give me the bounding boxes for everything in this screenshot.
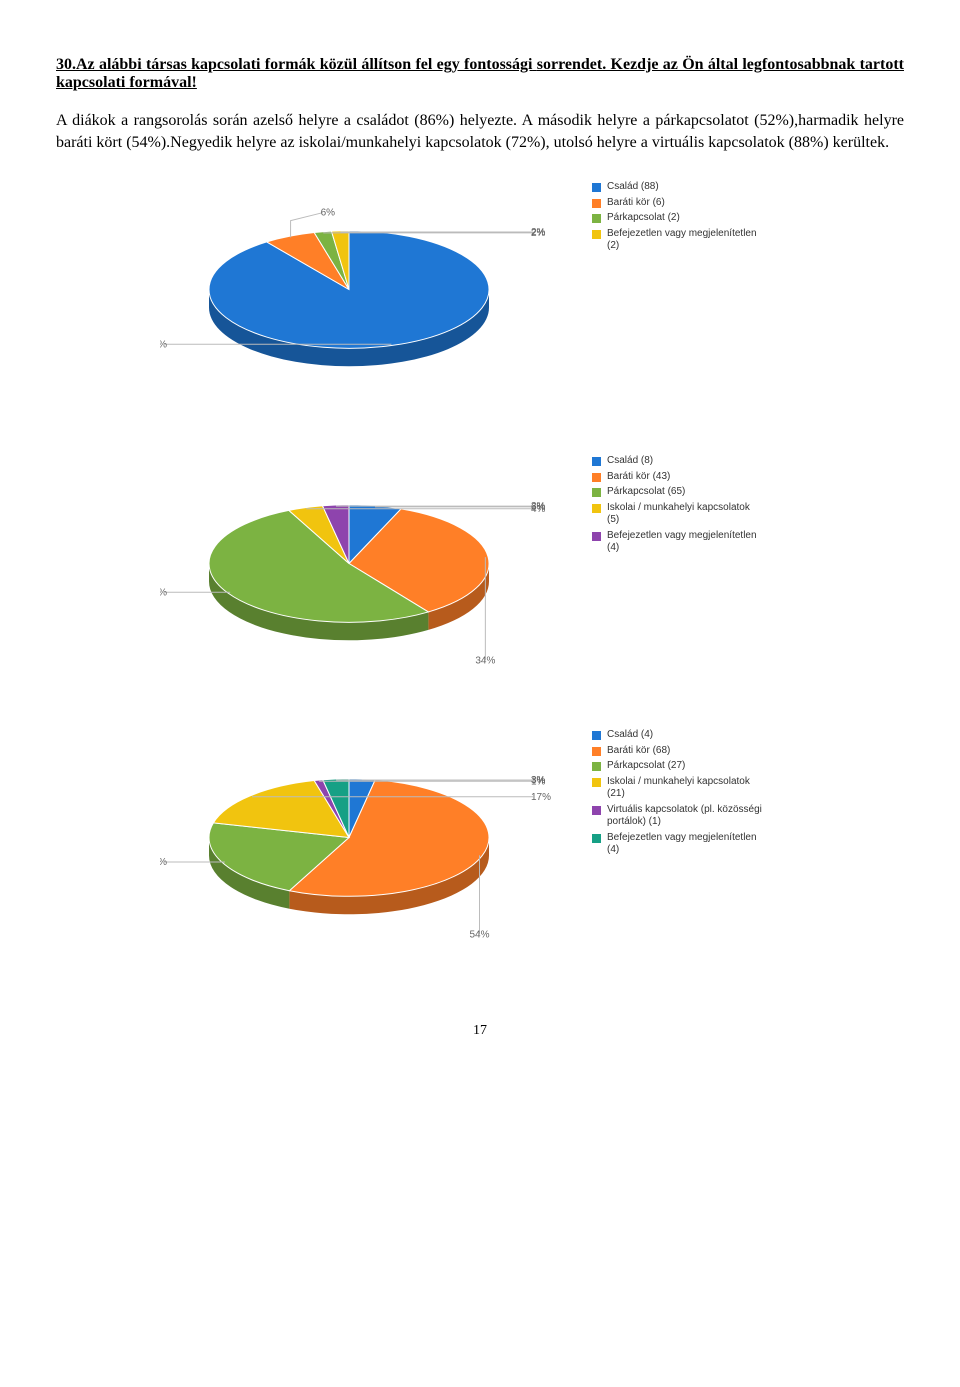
- legend-item: Párkapcsolat (27): [592, 760, 762, 773]
- legend-swatch: [592, 747, 601, 756]
- legend-item: Párkapcsolat (2): [592, 212, 762, 225]
- heading-line3: formával!: [129, 74, 197, 91]
- legend-label: Virtuális kapcsolatok (pl. közösségi por…: [607, 804, 762, 829]
- legend-swatch: [592, 230, 601, 239]
- legend-label: Befejezetlen vagy megjelenítetlen (4): [607, 530, 762, 555]
- page-number: 17: [56, 1023, 904, 1039]
- callout-label: 3%: [531, 775, 546, 786]
- legend-label: Befejezetlen vagy megjelenítetlen (2): [607, 228, 762, 253]
- legend-swatch: [592, 806, 601, 815]
- callout-label: 34%: [475, 655, 495, 666]
- legend-item: Párkapcsolat (65): [592, 486, 762, 499]
- heading-line1: Az alábbi társas kapcsolati formák közül…: [76, 56, 532, 73]
- legend-swatch: [592, 532, 601, 541]
- legend-label: Baráti kör (68): [607, 745, 670, 758]
- question-heading: 30.Az alábbi társas kapcsolati formák kö…: [56, 56, 904, 92]
- legend-label: Család (4): [607, 729, 653, 742]
- legend-swatch: [592, 762, 601, 771]
- legend-swatch: [592, 488, 601, 497]
- callout-label: 54%: [469, 929, 489, 940]
- callout-label: 90%: [160, 339, 167, 350]
- legend-item: Baráti kör (43): [592, 471, 762, 484]
- legend-swatch: [592, 199, 601, 208]
- pie-chart-3: 22%17%1%3%3%54%: [160, 725, 580, 975]
- legend-swatch: [592, 457, 601, 466]
- chart-3: 22%17%1%3%3%54% Család (4)Baráti kör (68…: [160, 725, 800, 975]
- legend-swatch: [592, 183, 601, 192]
- chart-2: 52%4%3%6%34% Család (8)Baráti kör (43)Pá…: [160, 451, 800, 701]
- legend-item: Iskolai / munkahelyi kapcsolatok (5): [592, 502, 762, 527]
- body-paragraph: A diákok a rangsorolás során azelső hely…: [56, 110, 904, 153]
- legend-label: Iskolai / munkahelyi kapcsolatok (21): [607, 776, 762, 801]
- callout-label: 6%: [321, 208, 336, 219]
- callout-label: 52%: [160, 587, 167, 598]
- legend-2: Család (8) Baráti kör (43) Párkapcsolat (6…: [592, 451, 762, 558]
- callout-label: 22%: [160, 857, 167, 868]
- legend-item: Család (8): [592, 455, 762, 468]
- legend-label: Család (8): [607, 455, 653, 468]
- legend-label: Párkapcsolat (2): [607, 212, 680, 225]
- legend-item: Virtuális kapcsolatok (pl. közösségi por…: [592, 804, 762, 829]
- legend-swatch: [592, 731, 601, 740]
- legend-swatch: [592, 778, 601, 787]
- legend-3: Család (4) Baráti kör (68) Párkapcsolat (2…: [592, 725, 762, 860]
- callout-label: 6%: [531, 502, 546, 513]
- legend-swatch: [592, 214, 601, 223]
- legend-label: Párkapcsolat (65): [607, 486, 685, 499]
- legend-label: Iskolai / munkahelyi kapcsolatok (5): [607, 502, 762, 527]
- legend-item: Befejezetlen vagy megjelenítetlen (4): [592, 832, 762, 857]
- legend-item: Család (4): [592, 729, 762, 742]
- pie-chart-1: 90%6%2%2%: [160, 177, 580, 427]
- legend-1: Család (88) Baráti kör (6) Párkapcsolat (2…: [592, 177, 762, 256]
- legend-item: Család (88): [592, 181, 762, 194]
- callout-label: 2%: [531, 227, 546, 238]
- legend-item: Baráti kör (68): [592, 745, 762, 758]
- legend-swatch: [592, 834, 601, 843]
- legend-item: Iskolai / munkahelyi kapcsolatok (21): [592, 776, 762, 801]
- legend-swatch: [592, 504, 601, 513]
- chart-1: 90%6%2%2% Család (88)Baráti kör (6)Párka…: [160, 177, 800, 427]
- legend-item: Befejezetlen vagy megjelenítetlen (4): [592, 530, 762, 555]
- callout-label: 17%: [531, 792, 551, 803]
- question-number: 30.: [56, 56, 76, 73]
- legend-item: Baráti kör (6): [592, 197, 762, 210]
- pie-chart-2: 52%4%3%6%34%: [160, 451, 580, 701]
- legend-swatch: [592, 473, 601, 482]
- legend-item: Befejezetlen vagy megjelenítetlen (2): [592, 228, 762, 253]
- legend-label: Baráti kör (43): [607, 471, 670, 484]
- legend-label: Baráti kör (6): [607, 197, 665, 210]
- legend-label: Család (88): [607, 181, 659, 194]
- legend-label: Befejezetlen vagy megjelenítetlen (4): [607, 832, 762, 857]
- legend-label: Párkapcsolat (27): [607, 760, 685, 773]
